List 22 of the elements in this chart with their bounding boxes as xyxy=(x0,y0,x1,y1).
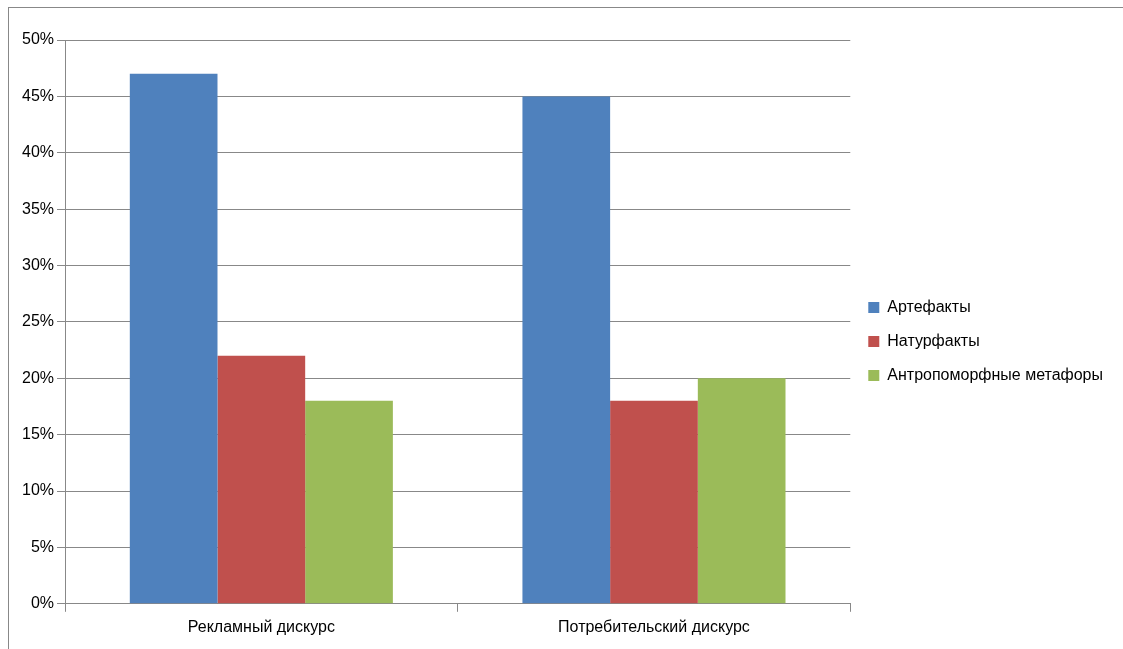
bar xyxy=(217,355,306,604)
y-tick-label: 45% xyxy=(21,86,55,104)
y-tick-label: 35% xyxy=(21,199,55,217)
y-tick-label: 10% xyxy=(21,481,55,499)
y-tick-label: 40% xyxy=(21,143,55,161)
x-tick-label: Рекламный дискурс xyxy=(187,617,335,635)
y-tick-label: 25% xyxy=(21,312,55,330)
bar xyxy=(697,378,786,604)
legend-label: Натурфакты xyxy=(887,331,980,349)
y-tick-label: 50% xyxy=(21,30,55,48)
y-tick-label: 15% xyxy=(21,425,55,443)
bar xyxy=(305,400,393,604)
y-tick-label: 30% xyxy=(21,255,55,273)
bar xyxy=(129,73,218,604)
bar xyxy=(610,400,698,604)
y-tick-label: 5% xyxy=(30,537,55,555)
bar xyxy=(522,96,611,604)
x-tick-label: Потребительский дискурс xyxy=(558,617,750,635)
y-tick-label: 0% xyxy=(30,594,55,612)
legend-label: Антропоморфные метафоры xyxy=(887,365,1104,383)
y-tick-label: 20% xyxy=(21,368,55,386)
legend-label: Артефакты xyxy=(887,297,971,315)
